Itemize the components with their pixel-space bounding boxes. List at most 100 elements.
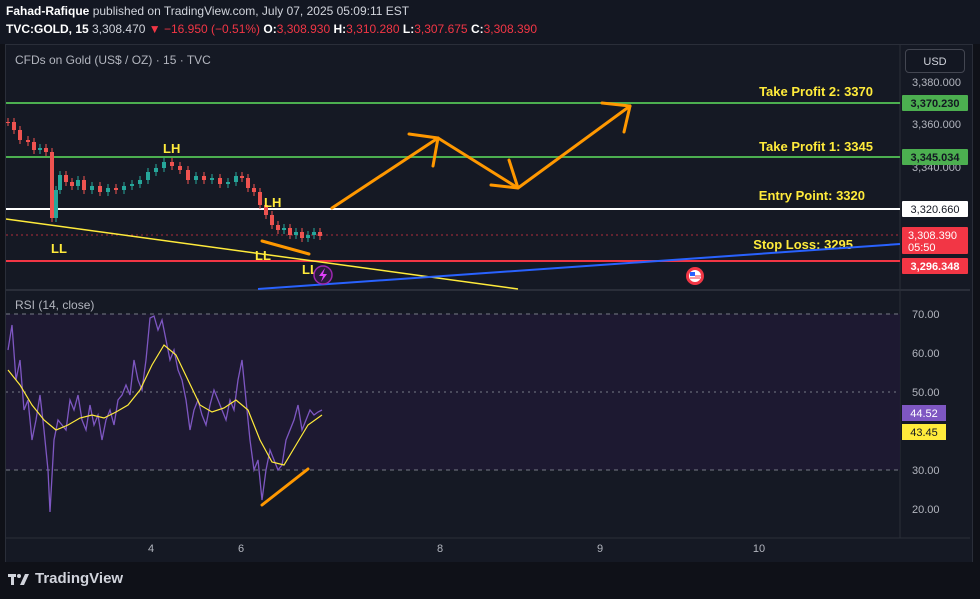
candle-body [276, 225, 280, 230]
ll-label-1: LL [51, 241, 67, 256]
rsi-tick: 50.00 [912, 387, 940, 399]
candle-body [178, 166, 182, 170]
candle-body [32, 142, 36, 150]
candle-body [44, 148, 48, 152]
time-tick: 4 [148, 543, 154, 555]
current-price-text: 3,308.390 [908, 230, 957, 242]
published-text: published on TradingView.com, July 07, 2… [92, 4, 410, 18]
price-candles [6, 118, 322, 242]
price-change: ▼ −16.950 (−0.51%) [148, 22, 261, 36]
ascending-trendline[interactable] [257, 243, 900, 290]
candle-body [26, 140, 30, 142]
candle-body [70, 182, 74, 186]
candle-body [38, 148, 42, 150]
ohlc-line: TVC:GOLD, 15 3,308.470 ▼ −16.950 (−0.51%… [6, 22, 537, 36]
rsi-value-badge [902, 405, 946, 421]
candle-body [18, 130, 22, 140]
take-profit-1-label: Take Profit 1: 3345 [759, 139, 873, 154]
price-tick: 3,380.000 [912, 77, 961, 89]
publish-line: Fahad-Rafique published on TradingView.c… [6, 4, 409, 18]
time-tick: 6 [238, 543, 244, 555]
tradingview-logo-icon [8, 572, 30, 586]
chart-title: CFDs on Gold (US$ / OZ) · 15 · TVC [15, 53, 211, 67]
candle-body [246, 178, 250, 188]
arrowhead-2 [489, 158, 520, 190]
candle-body [194, 176, 198, 180]
rsi-value-text: 44.52 [910, 408, 938, 420]
rsi-title[interactable]: RSI (14, close) [15, 298, 95, 312]
publish-header: Fahad-Rafique published on TradingView.c… [0, 0, 980, 44]
rsi-tick: 70.00 [912, 309, 940, 321]
low-value: 3,307.675 [414, 22, 468, 36]
structure-labels: LH LH LL LL LL [51, 141, 318, 277]
tradingview-brand[interactable]: TradingView [8, 570, 123, 587]
stop-loss-label: Stop Loss: 3295 [753, 237, 853, 252]
lightning-icon[interactable] [313, 265, 333, 285]
current-price-badge [902, 227, 968, 254]
rsi-band [6, 314, 900, 470]
entry-badge-text: 3,320.660 [911, 204, 960, 216]
candle-body [12, 122, 16, 130]
candle-body [106, 188, 110, 192]
candle-body [218, 178, 222, 184]
candle-body [90, 186, 94, 190]
tp1-badge-text: 3,345.034 [911, 152, 961, 164]
candle-body [306, 235, 310, 238]
candle-body [282, 228, 286, 230]
arrowhead-3 [600, 101, 632, 134]
candle-body [186, 170, 190, 180]
open-label: O: [263, 22, 277, 36]
rsi-tick: 30.00 [912, 465, 940, 477]
candle-body [154, 168, 158, 172]
tp2-badge-text: 3,370.230 [911, 98, 960, 110]
candle-body [252, 188, 256, 192]
time-axis[interactable]: 4 6 8 9 10 [148, 543, 765, 555]
candle-body [258, 192, 262, 205]
projection-path[interactable] [260, 101, 632, 256]
take-profit-2-label: Take Profit 2: 3370 [759, 84, 873, 99]
price-divergence-line [260, 239, 311, 256]
candle-body [6, 122, 10, 123]
candle-body [58, 175, 62, 190]
candle-body [138, 180, 142, 184]
rsi-axis[interactable]: 70.00 60.00 50.00 30.00 20.00 [912, 309, 940, 516]
ll-label-2: LL [255, 248, 271, 263]
tp2-badge [902, 95, 968, 111]
candle-body [82, 180, 86, 190]
rsi-tick: 20.00 [912, 504, 940, 516]
candle-body [54, 190, 58, 218]
price-tick: 3,360.000 [912, 119, 961, 131]
candle-body [64, 175, 68, 182]
candle-body [318, 232, 322, 236]
candle-body [270, 215, 274, 225]
brand-name: TradingView [35, 570, 124, 587]
candle-body [146, 172, 150, 180]
lh-label-2: LH [264, 195, 281, 210]
candle-body [264, 205, 268, 215]
candle-body [234, 176, 238, 182]
rsi-line [7, 315, 323, 513]
candle-body [50, 152, 54, 218]
arrowhead-1 [407, 132, 440, 168]
candle-body [300, 232, 304, 238]
entry-badge [902, 201, 968, 217]
close-label: C: [470, 22, 484, 36]
countdown-text: 05:50 [908, 242, 936, 254]
symbol-label: TVC:GOLD, 15 [6, 22, 89, 36]
us-flag-event-icon[interactable] [686, 267, 704, 285]
tp1-badge [902, 149, 968, 165]
candle-body [170, 162, 174, 166]
rsi-ma-text: 43.45 [910, 427, 938, 439]
rsi-divergence-line[interactable] [260, 467, 310, 507]
high-value: 3,310.280 [346, 22, 400, 36]
high-label: H: [333, 22, 347, 36]
chart-frame [5, 44, 973, 564]
last-price: 3,308.470 [92, 22, 146, 36]
low-label: L: [402, 22, 415, 36]
candle-body [312, 232, 316, 235]
author-name[interactable]: Fahad-Rafique [6, 4, 90, 18]
candle-body [240, 176, 244, 178]
candle-body [210, 178, 214, 180]
currency-button[interactable]: USD [905, 49, 965, 73]
